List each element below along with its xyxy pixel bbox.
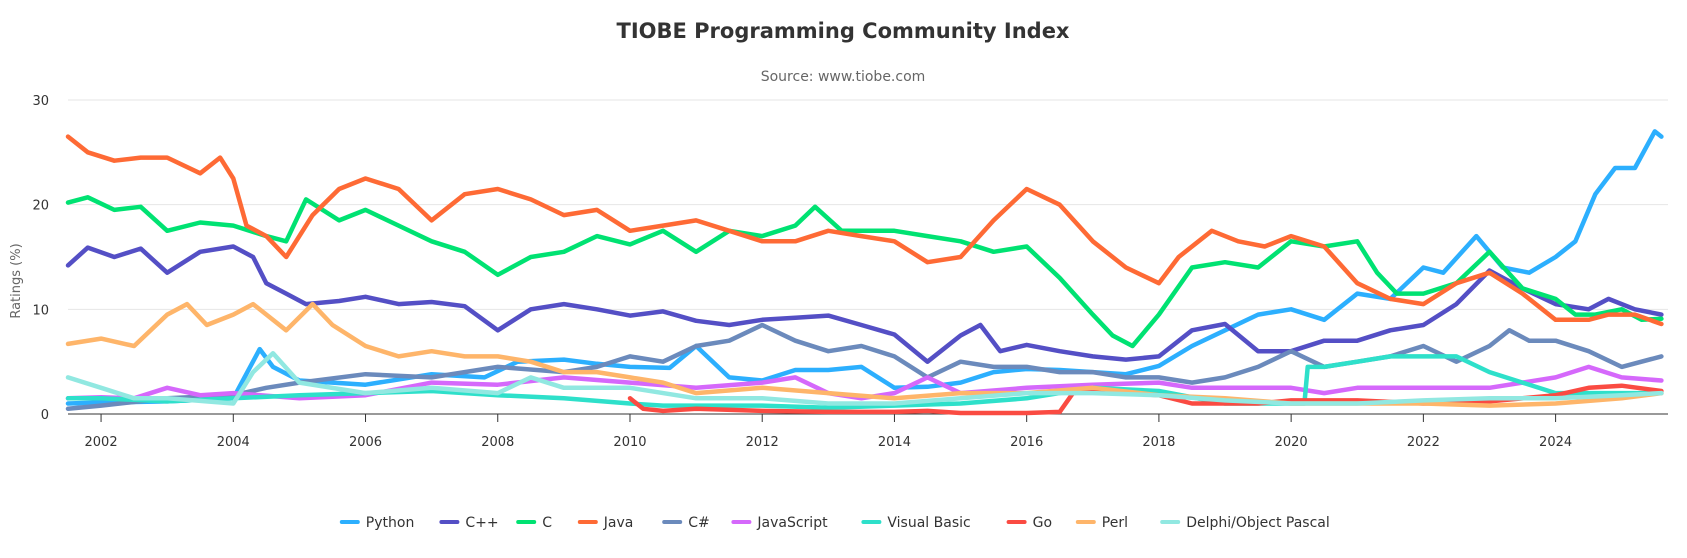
series-lines [65, 129, 1664, 416]
legend-label: Go [1033, 515, 1052, 531]
legend-item-javascript[interactable]: JavaScript [731, 515, 828, 531]
series-line-java [65, 134, 1664, 327]
x-tick-label: 2018 [1142, 435, 1175, 450]
legend-label: Visual Basic [887, 515, 970, 531]
x-tick-label: 2010 [613, 435, 646, 450]
legend-label: Perl [1102, 515, 1128, 531]
legend-item-visual-basic[interactable]: Visual Basic [861, 515, 971, 531]
series-line-python [65, 129, 1664, 406]
y-tick-label: 0 [41, 408, 49, 423]
x-tick-label: 2022 [1407, 435, 1440, 450]
legend-item-perl[interactable]: Perl [1075, 515, 1128, 531]
legend-label: Python [366, 515, 415, 531]
legend-item-c-[interactable]: C++ [439, 515, 499, 531]
series-line-c [65, 195, 1664, 349]
x-tick-label: 2002 [85, 435, 118, 450]
chart-subtitle: Source: www.tiobe.com [761, 69, 926, 85]
legend-label: Java [603, 515, 634, 531]
series-line-c- [65, 322, 1664, 412]
legend-label: C# [688, 515, 710, 531]
x-tick-label: 2024 [1539, 435, 1572, 450]
series-line-delphi-object-pascal [65, 351, 1664, 406]
legend-item-go[interactable]: Go [1006, 515, 1052, 531]
x-tick-label: 2020 [1275, 435, 1308, 450]
series-line-c- [65, 244, 1664, 364]
x-tick-label: 2006 [349, 435, 382, 450]
y-tick-label: 10 [32, 303, 49, 318]
legend-label: C [542, 515, 552, 531]
legend-item-c[interactable]: C [516, 515, 552, 531]
y-axis-ticks: 0 10 20 30 [32, 94, 49, 423]
legend-label: JavaScript [756, 515, 828, 531]
chart-title: TIOBE Programming Community Index [617, 19, 1070, 43]
gridlines [68, 99, 1668, 415]
legend-item-delphi-object-pascal[interactable]: Delphi/Object Pascal [1160, 515, 1330, 531]
legend[interactable]: Python C++ C Java C# JavaScript Visual Basic Go… [339, 515, 1330, 531]
legend-label: C++ [465, 515, 498, 531]
legend-item-c-[interactable]: C# [662, 515, 710, 531]
x-tick-label: 2004 [217, 435, 250, 450]
legend-item-python[interactable]: Python [339, 515, 415, 531]
y-tick-label: 20 [32, 199, 49, 214]
y-axis-title: Ratings (%) [9, 243, 24, 318]
x-tick-label: 2012 [746, 435, 779, 450]
legend-label: Delphi/Object Pascal [1186, 515, 1330, 531]
x-axis-ticks: 2002 2004 2006 2008 2010 2012 2014 2016 2018 2020… [85, 414, 1572, 450]
legend-item-java[interactable]: Java [577, 515, 634, 531]
y-tick-label: 30 [32, 94, 49, 109]
x-tick-label: 2008 [481, 435, 514, 450]
x-tick-label: 2014 [878, 435, 911, 450]
x-tick-label: 2016 [1010, 435, 1043, 450]
